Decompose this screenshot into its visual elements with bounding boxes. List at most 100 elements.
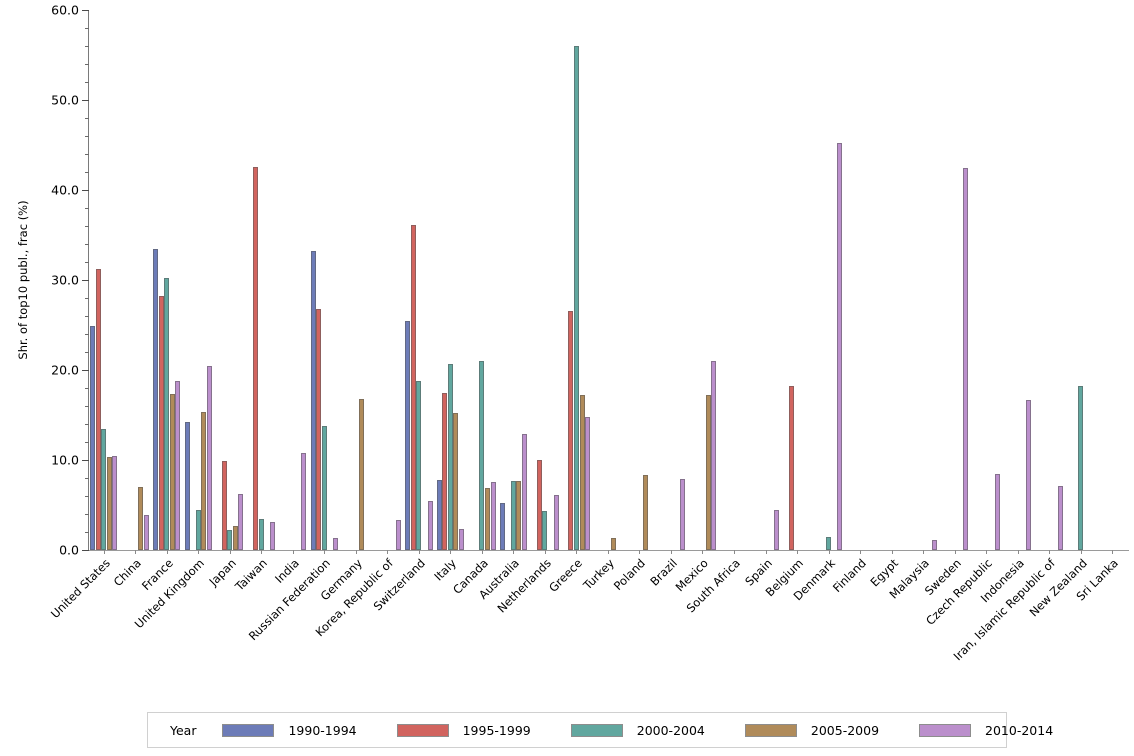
y-axis-minor-tick	[85, 334, 89, 335]
bar-group	[941, 10, 969, 550]
y-axis-tick	[82, 190, 89, 191]
y-axis-minor-tick	[85, 28, 89, 29]
x-axis-tick	[1049, 550, 1051, 554]
x-axis-tick	[1080, 550, 1082, 554]
legend-entries: 1990-1994 1995-1999 2000-2004 2005-2009 2010…	[222, 723, 1093, 738]
bar	[195, 510, 201, 550]
y-axis-tick	[82, 460, 89, 461]
y-axis-tick	[82, 100, 89, 101]
x-axis-tick-label-text: United States	[47, 556, 113, 621]
bar	[301, 452, 307, 550]
bar	[568, 310, 574, 550]
y-axis-title: Shr. of top10 publ., frac (%)	[16, 200, 30, 360]
bar	[143, 514, 149, 550]
bar-group	[122, 10, 149, 550]
bar	[963, 167, 969, 550]
y-axis-minor-tick	[85, 136, 89, 137]
bar-group	[436, 10, 465, 550]
y-axis-tick	[82, 550, 89, 551]
y-axis-minor-tick	[85, 82, 89, 83]
bar	[579, 395, 585, 550]
bar	[101, 428, 107, 550]
y-axis-minor-tick	[85, 514, 89, 515]
legend-entry[interactable]: 1990-1994	[222, 723, 357, 738]
bar	[542, 511, 548, 550]
x-axis-tick	[860, 550, 862, 554]
x-axis-tick	[103, 550, 105, 554]
plot-area: 0.0 10.0 20.0 30.0 40.0 50.0 60.0	[51, 3, 1129, 558]
legend-label: 2000-2004	[636, 722, 705, 738]
bar	[90, 325, 95, 550]
y-axis-minor-tick	[85, 496, 89, 497]
bar	[774, 510, 780, 550]
x-axis-tick-label-text: Finland	[830, 556, 869, 595]
bar-group	[1035, 10, 1063, 550]
x-axis-tick	[828, 550, 830, 554]
bar-group	[594, 10, 621, 550]
bar	[410, 225, 416, 550]
y-axis-tick-label: 20.0	[51, 362, 79, 378]
legend-entry[interactable]: 1995-1999	[396, 722, 531, 738]
legend-label: 1995-1999	[462, 722, 531, 738]
bar-group	[1098, 10, 1125, 550]
x-axis-tick	[765, 550, 767, 554]
y-axis-minor-tick	[85, 64, 89, 65]
bar	[253, 166, 259, 550]
bar	[705, 395, 711, 550]
y-axis-minor-tick	[85, 532, 89, 533]
y-axis-minor-tick	[85, 442, 89, 443]
bar-group	[468, 10, 496, 550]
bar-group	[783, 10, 810, 550]
y-axis-minor-tick	[85, 298, 89, 299]
y-axis-tick-label: 50.0	[51, 92, 79, 108]
bar-group	[972, 10, 1000, 550]
x-axis-tick	[639, 550, 641, 554]
bar-group	[499, 10, 528, 550]
chart-legend: Year 1990-1994 1995-1999 2000-2004 2005-200…	[147, 712, 1053, 748]
bar-group	[1067, 10, 1094, 550]
x-axis-tick	[135, 550, 137, 554]
legend-swatch	[570, 723, 623, 737]
bar	[358, 398, 364, 550]
legend-title: Year	[170, 722, 197, 738]
bar	[442, 393, 448, 550]
bar-group	[374, 10, 402, 550]
x-axis-tick-label-text: Poland	[611, 556, 649, 594]
bar-group	[248, 10, 275, 550]
x-axis-tick-label-text: Taiwan	[232, 556, 271, 594]
bar	[536, 460, 542, 550]
legend-entry[interactable]: 2010-2014	[919, 723, 1053, 738]
bar-group	[405, 10, 433, 550]
legend-entry[interactable]: 2000-2004	[570, 722, 705, 738]
legend-swatch	[744, 723, 797, 737]
bar	[447, 363, 453, 550]
x-axis-tick-label: Finland	[830, 556, 869, 595]
bar-group	[1004, 10, 1032, 550]
x-axis-tick-label: United States	[48, 556, 113, 621]
y-axis-minor-tick	[85, 478, 89, 479]
x-axis-tick	[418, 550, 420, 554]
legend-swatch	[919, 723, 972, 737]
bar	[164, 278, 170, 550]
x-axis-tick	[513, 550, 515, 554]
bar-group	[846, 10, 873, 550]
legend-entry[interactable]: 2005-2009	[744, 723, 879, 738]
bar	[573, 46, 579, 550]
bar	[522, 433, 528, 550]
bar	[931, 540, 937, 550]
x-axis-tick	[198, 550, 200, 554]
bar	[453, 413, 459, 550]
bar	[436, 479, 442, 550]
x-axis-tick-label-text: Turkey	[580, 556, 617, 593]
bar	[585, 416, 591, 550]
y-axis-minor-tick	[85, 316, 89, 317]
bar-group	[909, 10, 937, 550]
bar	[1026, 399, 1032, 550]
y-axis-tick-label: 60.0	[51, 2, 79, 18]
x-axis-tick	[702, 550, 704, 554]
bar	[316, 308, 322, 550]
x-axis-tick	[324, 550, 326, 554]
bar	[310, 251, 316, 550]
bar	[553, 495, 559, 550]
